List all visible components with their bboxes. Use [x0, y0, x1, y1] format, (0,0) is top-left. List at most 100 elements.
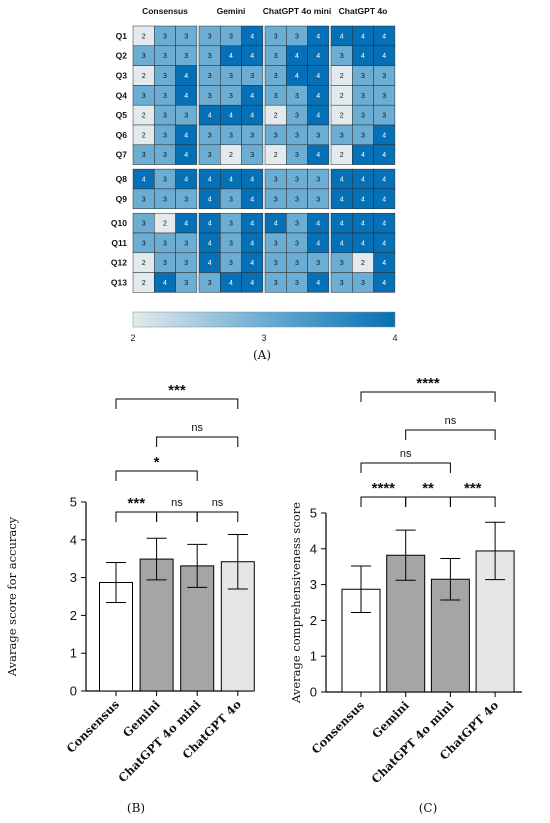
- heatmap-cell-value: 4: [250, 221, 254, 228]
- bar-chart-accuracy: 0 1 2 3 4 5 Avarage score for accuracy Consensu…: [5, 382, 255, 815]
- heatmap-cell-value: 3: [295, 280, 299, 287]
- heatmap-cell-value: 3: [142, 240, 146, 247]
- heatmap-cell-value: 4: [274, 221, 278, 228]
- heatmap-cell-value: 4: [361, 152, 365, 159]
- heatmap-cell-value: 3: [340, 53, 344, 60]
- heatmap-cell-value: 3: [340, 260, 344, 267]
- heatmap-cell-value: 4: [250, 196, 254, 203]
- heatmap-cell-value: 4: [184, 221, 188, 228]
- heatmap-cell-value: 3: [295, 196, 299, 203]
- heatmap-cell-value: 3: [295, 93, 299, 100]
- heatmap-cell-value: 3: [208, 33, 212, 40]
- colorbar-gradient: [132, 311, 396, 328]
- heatmap-cell-value: 4: [184, 132, 188, 139]
- heatmap-cell-value: 3: [295, 221, 299, 228]
- heatmap-cell-value: 3: [208, 280, 212, 287]
- heatmap-cell-value: 4: [340, 33, 344, 40]
- y-tick-label: 3: [70, 570, 77, 585]
- heatmap-cell-value: 4: [382, 132, 386, 139]
- significance-bracket: [156, 436, 239, 447]
- heatmap-cell-value: 4: [250, 280, 254, 287]
- heatmap-cell-value: 3: [340, 280, 344, 287]
- heatmap-cell-value: 4: [295, 53, 299, 60]
- significance-label: ns: [445, 415, 457, 427]
- heatmap-cell-value: 3: [163, 152, 167, 159]
- heatmap-cell-value: 2: [142, 260, 146, 267]
- heatmap-cell-value: 3: [229, 33, 233, 40]
- heatmap-cell-value: 3: [274, 260, 278, 267]
- heatmap-cell: [175, 144, 198, 165]
- heatmap-cell-value: 4: [250, 113, 254, 120]
- y-tick-label: 0: [310, 685, 317, 700]
- heatmap-cell-value: 3: [361, 280, 365, 287]
- y-tick-label: 0: [70, 684, 77, 699]
- heatmap-cell-value: 4: [250, 33, 254, 40]
- y-tick-label: 1: [310, 649, 317, 664]
- heatmap-row-label: Q10: [111, 218, 127, 228]
- heatmap-cell-value: 2: [340, 113, 344, 120]
- y-tick-label: 3: [310, 577, 317, 592]
- heatmap-cell-value: 3: [295, 177, 299, 184]
- significance-label: ****: [372, 480, 396, 497]
- heatmap-cell-value: 4: [229, 113, 233, 120]
- heatmap-cell-value: 4: [316, 221, 320, 228]
- heatmap-cell-value: 3: [184, 240, 188, 247]
- heatmap-cell-value: 3: [163, 240, 167, 247]
- heatmap-cell-value: 4: [208, 113, 212, 120]
- heatmap-row-label: Q6: [116, 130, 128, 140]
- heatmap-cell-value: 4: [142, 177, 146, 184]
- heatmap-cell-value: 4: [361, 240, 365, 247]
- heatmap-cell-value: 3: [229, 260, 233, 267]
- x-tick-label: Consensus: [309, 698, 367, 756]
- significance-bracket: [449, 496, 496, 507]
- heatmap-cell-value: 3: [163, 53, 167, 60]
- heatmap-cell-value: 3: [250, 152, 254, 159]
- x-tick-label: Consensus: [64, 697, 122, 755]
- heatmap-row-label: Q5: [116, 110, 128, 120]
- significance-label: ***: [128, 495, 146, 512]
- heatmap-cell-value: 4: [361, 221, 365, 228]
- heatmap-cell-value: 3: [295, 152, 299, 159]
- heatmap-cell-value: 4: [295, 73, 299, 80]
- heatmap-cell-value: 3: [274, 280, 278, 287]
- heatmap-column-label: Gemini: [217, 6, 246, 16]
- heatmap-cell-value: 3: [361, 113, 365, 120]
- heatmap-cell-value: 4: [382, 33, 386, 40]
- y-tick-label: 4: [310, 541, 317, 556]
- y-tick-label: 5: [310, 506, 317, 521]
- heatmap-cell: [175, 188, 198, 209]
- heatmap-cell-value: 4: [361, 53, 365, 60]
- significance-bracket: [115, 470, 198, 481]
- heatmap-cell: [307, 188, 330, 209]
- heatmap-cell-value: 4: [382, 280, 386, 287]
- heatmap-row-label: Q9: [116, 194, 128, 204]
- heatmap-cell-value: 3: [142, 53, 146, 60]
- heatmap-cell-value: 3: [184, 196, 188, 203]
- heatmap-cell-value: 3: [250, 73, 254, 80]
- colorbar: 2 3 4: [130, 311, 398, 343]
- heatmap-cell-value: 3: [142, 221, 146, 228]
- heatmap-cell-value: 4: [184, 177, 188, 184]
- heatmap-cell: [241, 188, 264, 209]
- heatmap-cell-value: 3: [229, 240, 233, 247]
- heatmap-cell-value: 4: [208, 240, 212, 247]
- heatmap-cell-value: 3: [163, 93, 167, 100]
- heatmap-cell-value: 4: [316, 73, 320, 80]
- heatmap-cell-value: 2: [229, 152, 233, 159]
- significance-label: ns: [191, 422, 203, 434]
- y-tick-label: 4: [70, 532, 77, 547]
- heatmap-cell-value: 4: [340, 177, 344, 184]
- heatmap-cell-value: 3: [163, 73, 167, 80]
- heatmap-cell-value: 3: [340, 132, 344, 139]
- heatmap-cell-value: 2: [340, 93, 344, 100]
- heatmap-cell-value: 3: [163, 177, 167, 184]
- significance-bracket: [115, 511, 158, 522]
- heatmap-cell-value: 2: [274, 152, 278, 159]
- heatmap-cell-value: 4: [208, 177, 212, 184]
- heatmap-cell-value: 4: [316, 280, 320, 287]
- heatmap-column-label: Consensus: [142, 6, 188, 16]
- heatmap-row-label: Q8: [116, 174, 128, 184]
- heatmap-cell-value: 3: [274, 73, 278, 80]
- heatmap-cell: [241, 272, 264, 293]
